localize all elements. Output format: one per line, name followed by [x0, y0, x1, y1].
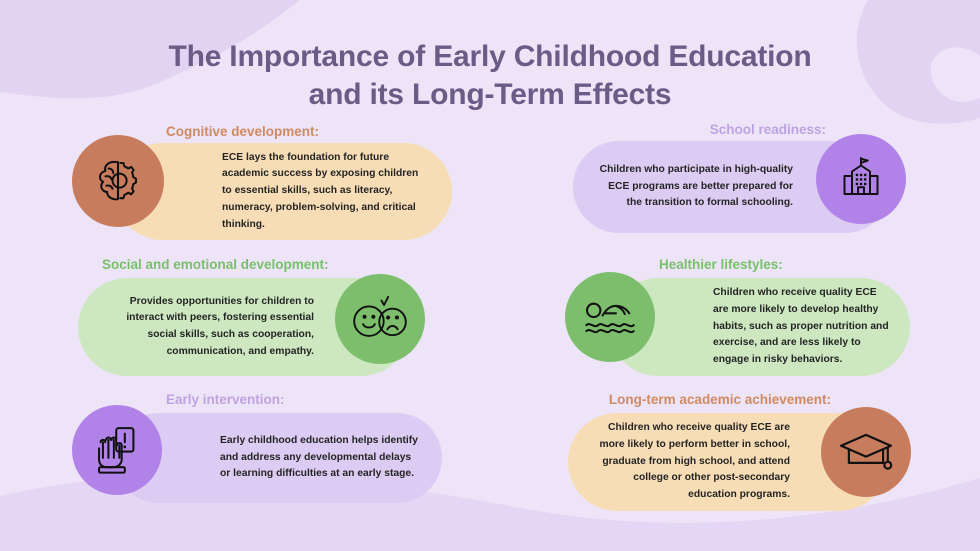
brain-gear-icon	[99, 160, 137, 201]
hand-alert-card-icon	[98, 427, 135, 474]
icon-badge-social-emotional-development	[335, 274, 425, 364]
card-pill-healthier-lifestyles: Children who receive quality ECE are mor…	[609, 278, 910, 376]
card-healthier-lifestyles: Healthier lifestyles: Children who recei…	[565, 258, 910, 376]
icon-badge-healthier-lifestyles	[565, 272, 655, 362]
happy-sad-faces-icon	[353, 296, 407, 337]
swimmer-icon	[585, 302, 635, 334]
card-heading-cognitive-development: Cognitive development:	[166, 124, 320, 139]
icon-badge-long-term-academic-achievement	[821, 407, 911, 497]
card-body-healthier-lifestyles: Children who receive quality ECE are mor…	[713, 287, 889, 365]
card-pill-early-intervention: Early childhood education helps identify…	[114, 413, 442, 503]
card-body-cognitive-development: ECE lays the foundation for future acade…	[222, 151, 419, 230]
page-title: The Importance of Early Childhood Educat…	[0, 38, 980, 114]
page-title-line-2: and its Long-Term Effects	[308, 77, 672, 111]
card-pill-cognitive-development: ECE lays the foundation for future acade…	[114, 143, 452, 240]
card-early-intervention: Early intervention: Early childhood educ…	[72, 393, 442, 505]
icon-badge-school-readiness	[816, 134, 906, 224]
card-body-long-term-academic-achievement: Children who receive quality ECE are mor…	[599, 422, 790, 500]
card-body-school-readiness: Children who participate in high-quality…	[599, 163, 793, 209]
card-cognitive-development: Cognitive development: ECE lays the foun…	[72, 125, 452, 240]
page-title-line-1: The Importance of Early Childhood Educat…	[168, 40, 812, 73]
icon-badge-cognitive-development	[72, 135, 164, 227]
card-body-early-intervention: Early childhood education helps identify…	[220, 434, 418, 480]
card-body-social-emotional-development: Provides opportunities for children to i…	[126, 295, 314, 357]
icon-badge-early-intervention	[72, 405, 162, 495]
card-heading-healthier-lifestyles: Healthier lifestyles:	[659, 257, 783, 272]
card-long-term-academic-achievement: Long-term academic achievement: Children…	[568, 393, 913, 511]
school-building-icon	[843, 157, 879, 195]
card-school-readiness: School readiness: Children who participa…	[573, 123, 908, 233]
card-social-emotional-development: Social and emotional development: Provid…	[78, 257, 438, 376]
card-heading-long-term-academic-achievement: Long-term academic achievement:	[608, 392, 831, 407]
card-heading-early-intervention: Early intervention:	[166, 392, 285, 407]
card-heading-school-readiness: School readiness:	[709, 122, 826, 137]
graduation-cap-icon	[840, 433, 893, 470]
card-heading-social-emotional-development: Social and emotional development:	[102, 257, 329, 272]
